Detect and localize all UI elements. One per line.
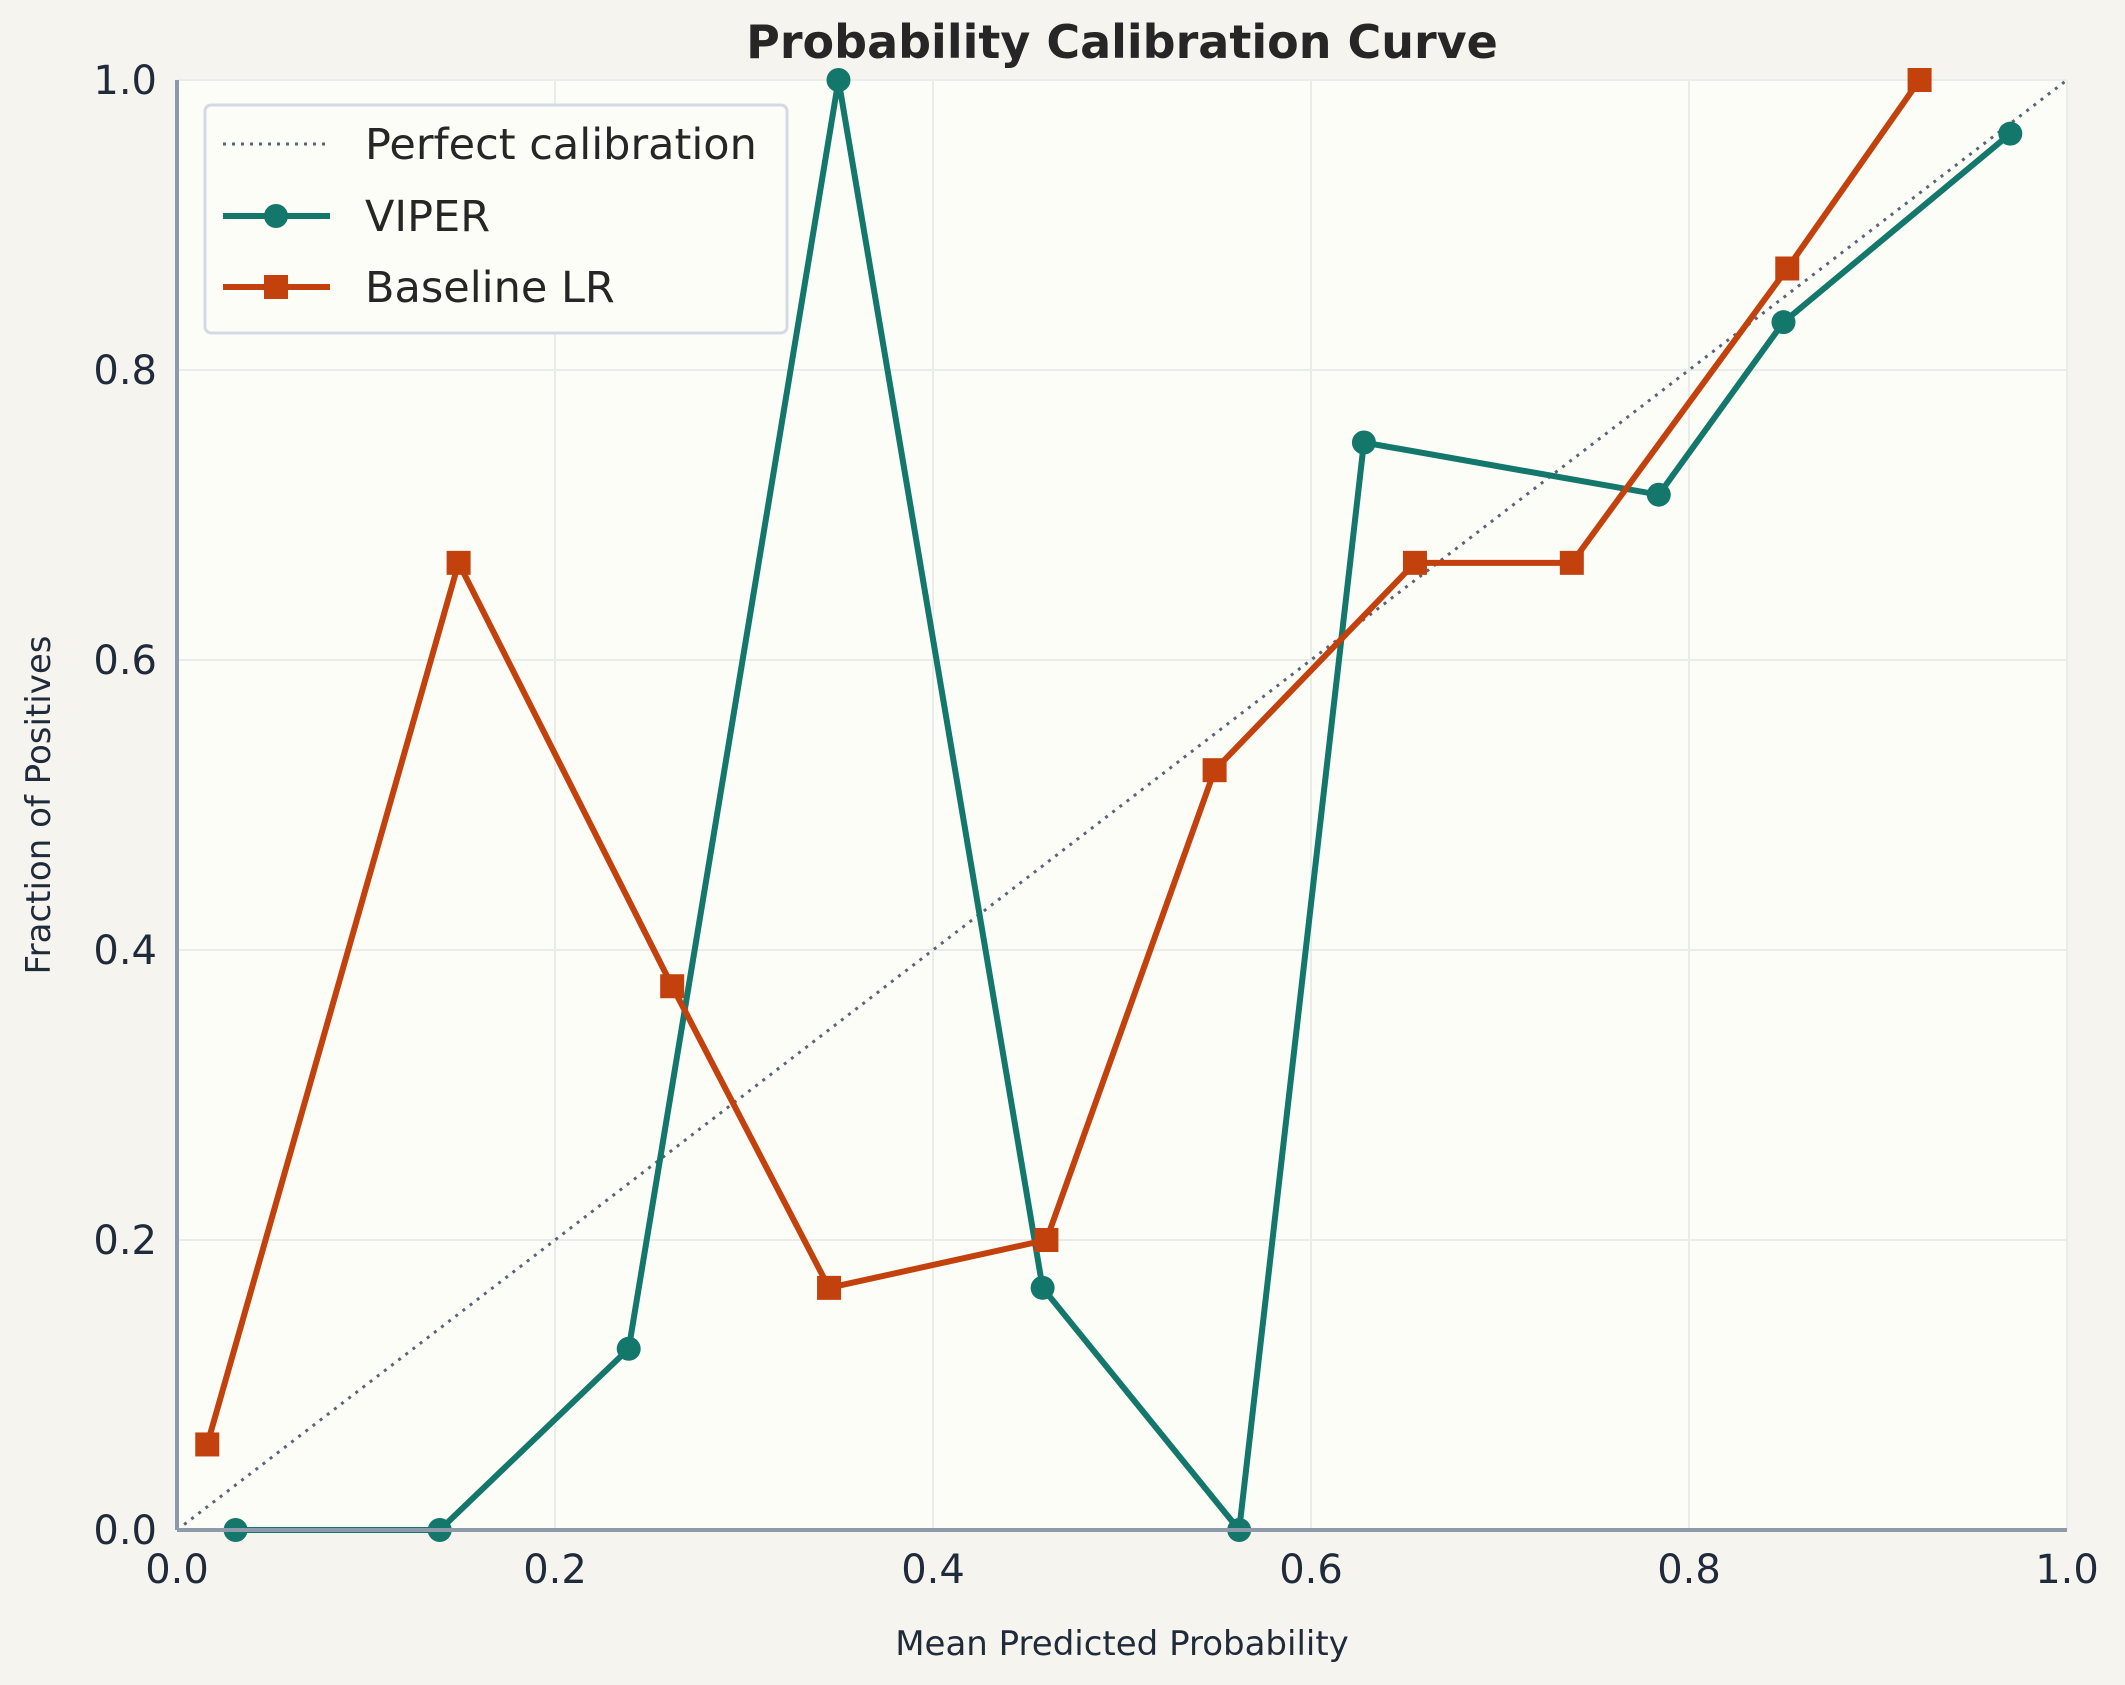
legend-box xyxy=(203,103,789,335)
x-tick-label: 0.6 xyxy=(1279,1547,1343,1593)
data-point-baseline-lr xyxy=(1775,256,1800,281)
series-line-baseline-lr xyxy=(204,77,1923,1448)
y-tick-label: 0.8 xyxy=(93,348,157,394)
legend-label-viper: VIPER xyxy=(365,192,490,242)
legend-marker-viper xyxy=(264,204,288,228)
data-point-viper xyxy=(826,68,851,92)
series-line-perfect-calibration xyxy=(176,78,2068,1532)
legend-label-baseline: Baseline LR xyxy=(365,263,615,313)
chart-title: Probability Calibration Curve xyxy=(746,15,1498,69)
legend: Perfect calibration VIPER Baseline LR xyxy=(203,103,789,335)
y-axis-label: Fraction of Positives xyxy=(19,636,59,975)
y-tick-label: 0.2 xyxy=(93,1218,157,1264)
y-tick-label: 1.0 xyxy=(93,58,157,104)
x-tick-label: 0.2 xyxy=(523,1547,587,1593)
x-axis-label: Mean Predicted Probability xyxy=(895,1624,1349,1664)
data-point-viper xyxy=(1646,482,1671,507)
x-tick-label: 0.4 xyxy=(901,1547,965,1593)
data-point-baseline-lr xyxy=(1034,1228,1059,1252)
legend-label-perfect: Perfect calibration xyxy=(365,120,757,170)
series-line-viper xyxy=(232,77,2014,1533)
x-tick-label: 0.0 xyxy=(145,1547,209,1593)
data-point-baseline-lr xyxy=(195,1432,220,1457)
y-tick-label: 0.4 xyxy=(93,928,157,974)
data-point-viper xyxy=(616,1336,641,1361)
data-point-viper xyxy=(1771,310,1796,335)
data-point-baseline-lr xyxy=(817,1275,842,1300)
data-point-baseline-lr xyxy=(1907,68,1932,92)
data-point-baseline-lr xyxy=(1202,758,1227,783)
data-point-baseline-lr xyxy=(446,550,471,575)
y-tick-label: 0.6 xyxy=(93,638,157,684)
data-point-viper xyxy=(1351,430,1376,455)
x-tick-label: 1.0 xyxy=(2035,1547,2099,1593)
series-layer xyxy=(176,68,2068,1542)
data-point-viper xyxy=(1030,1275,1055,1300)
x-tick-label: 0.8 xyxy=(1657,1547,1721,1593)
y-tick-label: 0.0 xyxy=(93,1508,157,1554)
data-point-viper xyxy=(1998,121,2023,146)
data-point-baseline-lr xyxy=(1402,550,1427,575)
tick-labels: 0.0 0.2 0.4 0.6 0.8 1.0 0.0 0.2 0.4 0.6 0.8 1.0 xyxy=(93,58,2098,1593)
axes-spines xyxy=(175,80,2067,1532)
legend-marker-baseline xyxy=(264,275,288,299)
data-point-baseline-lr xyxy=(660,974,685,999)
data-point-baseline-lr xyxy=(1559,550,1584,575)
